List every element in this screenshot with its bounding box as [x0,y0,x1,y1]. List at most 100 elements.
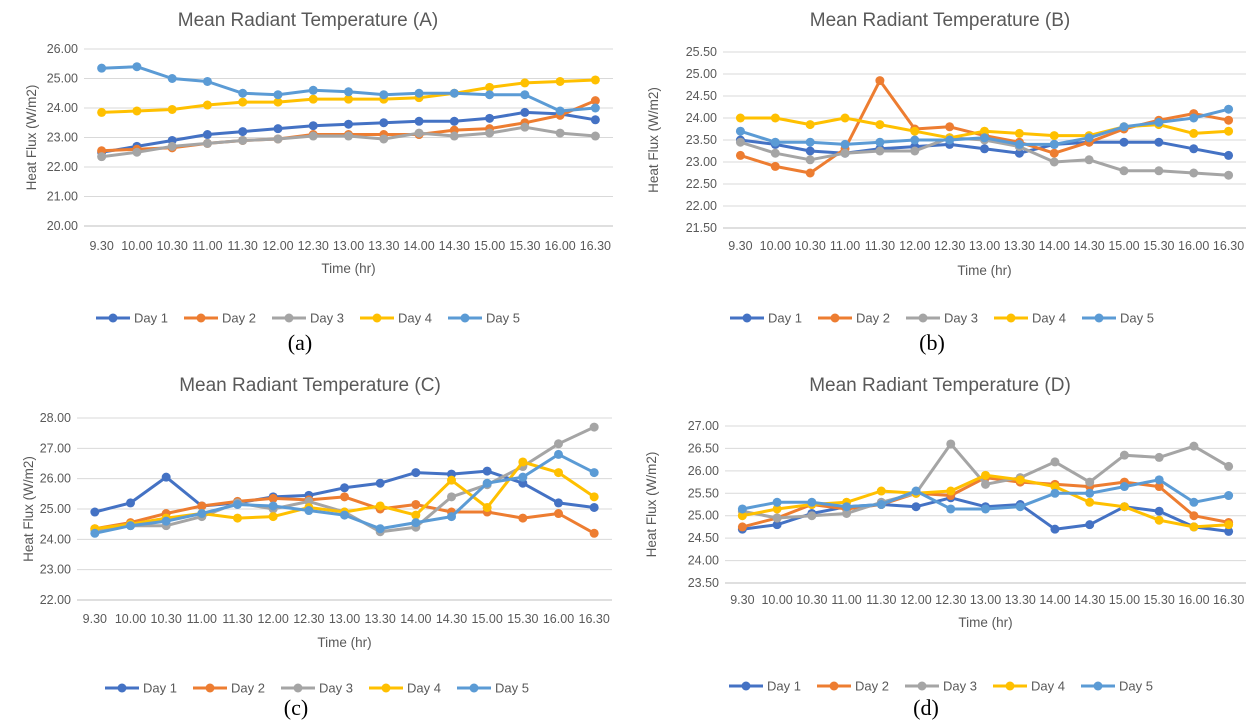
data-point-day-1 [772,520,782,530]
x-tick-label: 12.30 [298,239,329,253]
data-point-day-1 [1154,137,1164,147]
data-point-day-5 [1119,482,1129,492]
data-point-day-5 [90,528,100,538]
data-point-day-1 [379,118,389,128]
legend-label-day-3: Day 3 [943,679,977,694]
data-point-day-5 [875,137,885,147]
x-tick-label: 13.00 [970,593,1001,607]
data-point-day-3 [97,152,107,162]
data-point-day-1 [1085,520,1095,530]
data-point-day-5 [485,90,495,100]
data-point-day-5 [273,90,283,100]
data-point-day-2 [589,528,599,538]
x-axis-title: Time (hr) [957,263,1011,278]
data-point-day-1 [161,472,171,482]
x-axis-title: Time (hr) [317,635,371,650]
caption-c: (c) [283,695,309,720]
data-point-day-4 [1050,482,1060,492]
data-point-day-3 [308,131,318,141]
y-tick-label: 21.50 [686,221,717,235]
x-tick-label: 10.00 [761,593,792,607]
data-point-day-4 [875,120,885,130]
legend-label-day-2: Day 2 [231,681,265,696]
data-point-day-3 [772,513,782,523]
data-point-day-3 [1189,168,1199,178]
chart-panel-a: Mean Radiant Temperature (A) 20.00 21.00 22… [0,0,628,362]
x-tick-label: 10.00 [760,239,791,253]
legend-marker-day-5 [1093,681,1103,691]
data-point-day-2 [411,499,421,509]
data-point-day-4 [485,82,495,92]
legend-marker-day-3 [284,313,294,323]
y-tick-label: 25.00 [47,72,78,86]
legend-label-day-5: Day 5 [1120,311,1154,326]
data-point-day-1 [1224,526,1234,536]
y-axis-title: Heat Flux (W/m2) [646,87,661,193]
legend-label-day-1: Day 1 [768,311,802,326]
data-point-day-4 [132,106,142,116]
x-tick-label: 16.00 [1178,239,1209,253]
data-point-day-3 [910,146,920,156]
x-tick-label: 14.30 [1073,239,1104,253]
data-point-day-5 [554,449,563,459]
data-point-day-4 [980,126,989,136]
legend-label-day-4: Day 4 [398,311,432,326]
legend-label-day-2: Day 2 [222,311,256,326]
x-tick-label: 10.00 [121,239,152,253]
x-tick-label: 13.00 [969,239,1000,253]
data-point-day-2 [1189,511,1199,521]
data-point-day-5 [233,499,242,509]
y-axis-title: Heat Flux (W/m2) [21,456,36,562]
y-tick-label: 22.50 [686,177,717,191]
x-tick-label: 15.00 [472,612,503,626]
y-tick-label: 24.50 [686,89,717,103]
legend-marker-day-3 [917,681,927,691]
data-point-day-5 [840,139,850,149]
x-tick-label: 14.30 [1074,593,1105,607]
x-tick-label: 10.30 [795,239,826,253]
x-tick-label: 11.00 [187,612,217,626]
data-point-day-2 [735,150,745,160]
data-point-day-1 [126,498,135,508]
data-point-day-5 [375,524,385,534]
x-tick-label: 9.30 [730,593,754,607]
y-tick-label: 26.00 [40,472,71,486]
data-point-day-4 [555,76,565,86]
data-point-day-5 [1224,491,1234,501]
data-point-day-3 [1050,457,1060,467]
data-point-day-5 [946,504,956,514]
x-tick-label: 12.30 [293,612,324,626]
data-point-day-4 [1015,475,1025,485]
data-point-day-5 [520,90,530,100]
x-tick-label: 14.30 [436,612,467,626]
data-point-day-4 [805,120,815,130]
data-point-day-5 [1050,488,1060,498]
data-point-day-5 [411,518,421,528]
data-point-day-5 [1015,502,1025,512]
x-tick-label: 12.00 [899,239,930,253]
data-point-day-5 [1119,122,1129,132]
data-point-day-3 [981,479,990,489]
data-point-day-4 [1154,515,1164,525]
y-tick-label: 21.00 [47,190,78,204]
chart-title: Mean Radiant Temperature (D) [809,375,1071,396]
x-tick-label: 13.30 [365,612,396,626]
data-point-day-1 [340,483,349,493]
legend-marker-day-5 [469,683,479,693]
data-point-day-4 [520,78,530,88]
chart-title: Mean Radiant Temperature (C) [179,375,441,396]
data-point-day-1 [411,468,421,478]
data-point-day-5 [132,62,142,72]
data-point-day-5 [1189,113,1199,123]
data-point-day-3 [805,155,815,165]
data-point-day-3 [520,122,530,132]
data-point-day-1 [589,502,599,512]
data-point-day-4 [447,475,456,485]
legend-marker-day-1 [108,313,118,323]
y-tick-label: 25.00 [688,509,719,523]
data-point-day-3 [379,134,389,144]
data-point-day-5 [197,509,207,519]
x-tick-label: 15.30 [1143,239,1174,253]
caption-a: (a) [287,330,313,355]
x-axis-title: Time (hr) [321,261,375,276]
